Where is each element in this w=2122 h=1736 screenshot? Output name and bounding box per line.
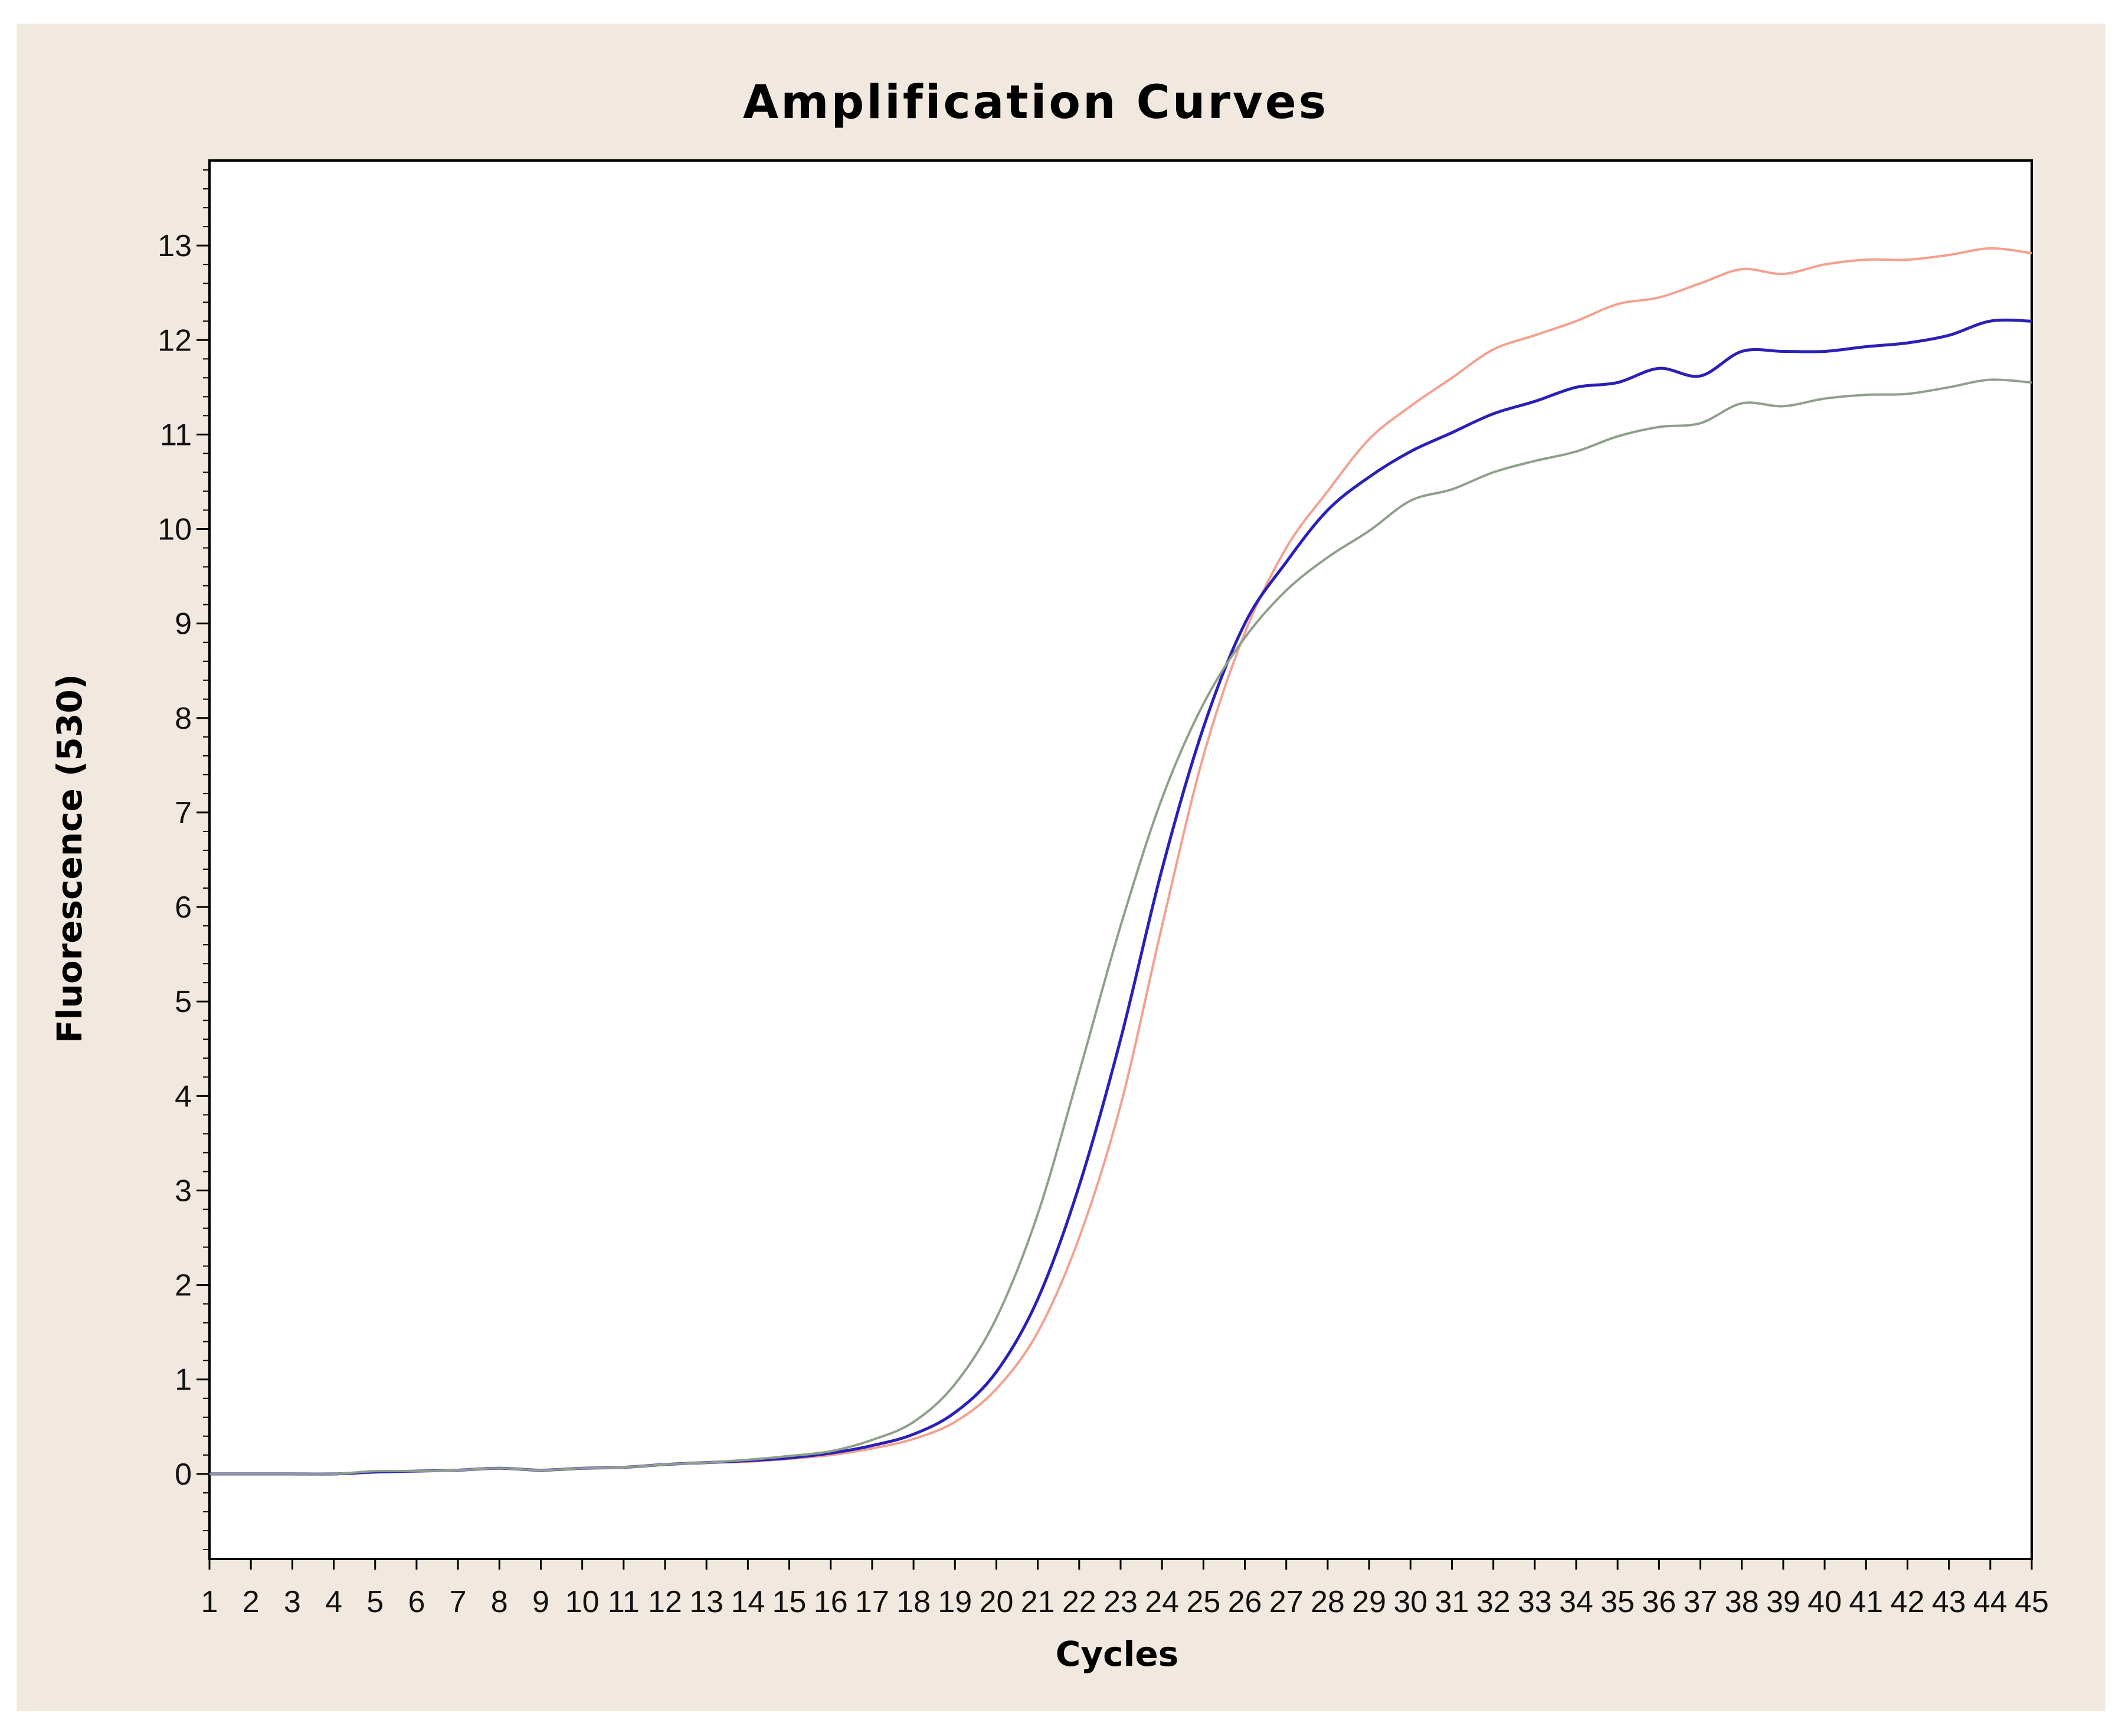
x-tick-label: 42 [1891,1585,1925,1619]
x-tick-label: 38 [1725,1585,1759,1619]
x-tick-label: 27 [1269,1585,1304,1619]
x-tick-label: 26 [1228,1585,1262,1619]
x-tick-label: 24 [1145,1585,1179,1619]
x-axis: 1 2 3 4 5 6 7 8 9 10 11 12 13 14 15 16 17 18 19 20 21 22 23 24 2… [201,1559,2049,1619]
y-tick-label: 9 [175,607,192,641]
y-tick-label: 12 [158,323,192,358]
x-tick-label: 8 [491,1585,508,1619]
x-tick-label: 35 [1600,1585,1635,1619]
x-tick-label: 15 [772,1585,807,1619]
x-tick-label: 33 [1518,1585,1552,1619]
series-line-3 [209,378,2032,1476]
x-tick-label: 2 [243,1585,260,1619]
x-axis-title: Cycles [1056,1634,1179,1674]
x-tick-label: 22 [1062,1585,1096,1619]
series-layer [209,247,2032,1476]
x-tick-label: 40 [1807,1585,1842,1619]
x-tick-label: 43 [1932,1585,1966,1619]
x-tick-label: 4 [325,1585,342,1619]
y-tick-label: 7 [175,796,192,830]
x-tick-label: 23 [1103,1585,1138,1619]
y-tick-label: 5 [175,985,192,1019]
y-tick-label: 1 [175,1363,192,1397]
x-tick-label: 28 [1311,1585,1345,1619]
x-tick-label: 7 [450,1585,467,1619]
x-tick-label: 30 [1393,1585,1427,1619]
x-tick-label: 25 [1186,1585,1220,1619]
y-tick-label: 3 [175,1174,192,1208]
x-tick-label: 19 [938,1585,972,1619]
x-tick-label: 36 [1642,1585,1676,1619]
x-tick-label: 9 [532,1585,549,1619]
y-tick-label: 0 [175,1457,192,1492]
x-tick-label: 37 [1684,1585,1718,1619]
x-tick-label: 41 [1849,1585,1883,1619]
y-tick-label: 11 [160,418,192,452]
y-tick-label: 13 [158,229,192,263]
y-tick-label: 6 [175,890,192,925]
x-tick-label: 32 [1476,1585,1511,1619]
x-tick-label: 6 [408,1585,425,1619]
x-tick-label: 29 [1352,1585,1386,1619]
x-tick-label: 5 [366,1585,384,1619]
x-tick-label: 17 [855,1585,889,1619]
y-axis-title: Fluorescence (530) [50,674,90,1043]
x-tick-label: 13 [689,1585,723,1619]
x-tick-label: 14 [731,1585,765,1619]
x-tick-label: 10 [565,1585,600,1619]
x-tick-label: 45 [2015,1585,2049,1619]
plot-area [208,159,2033,1560]
x-tick-label: 21 [1021,1585,1055,1619]
chart-title: Amplification Curves [743,76,1328,129]
x-tick-label: 44 [1973,1585,2008,1619]
x-tick-label: 11 [608,1585,640,1619]
x-tick-label: 34 [1559,1585,1593,1619]
y-tick-label: 8 [175,702,192,736]
x-tick-label: 1 [201,1585,218,1619]
x-tick-label: 31 [1435,1585,1469,1619]
y-tick-label: 10 [158,513,192,547]
x-tick-label: 12 [648,1585,682,1619]
x-tick-label: 3 [284,1585,301,1619]
x-tick-label: 20 [980,1585,1014,1619]
y-tick-label: 2 [175,1269,192,1303]
x-tick-label: 39 [1766,1585,1800,1619]
y-tick-label: 4 [175,1079,192,1113]
x-tick-label: 16 [814,1585,848,1619]
x-tick-label: 18 [896,1585,931,1619]
